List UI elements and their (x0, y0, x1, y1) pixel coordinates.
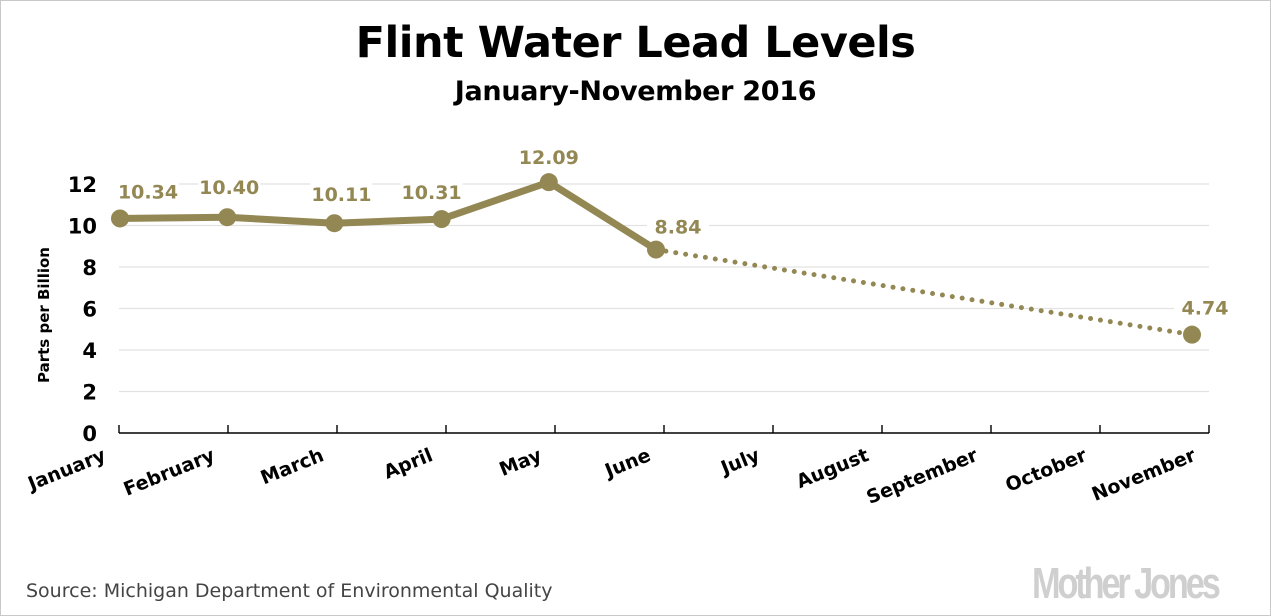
data-label: 10.34 (118, 181, 178, 203)
x-tick-label: January (23, 444, 109, 496)
data-label: 10.31 (402, 182, 462, 204)
chart-title: Flint Water Lead Levels (355, 18, 916, 68)
y-tick-label: 8 (82, 256, 97, 280)
y-tick-label: 4 (82, 339, 97, 363)
x-tick-label: February (120, 444, 218, 501)
x-axis (118, 425, 1210, 434)
data-point (111, 209, 129, 228)
data-point (218, 208, 237, 227)
data-label-backing (310, 181, 373, 207)
publisher-logo: Mother Jones (1032, 559, 1221, 608)
y-axis-ticks: 0 2 4 6 8 10 12 (68, 173, 97, 446)
x-tick-label: June (600, 444, 654, 483)
series-line (119, 178, 658, 253)
x-tick-label: July (716, 444, 763, 480)
data-label-backing (517, 144, 580, 170)
y-tick-label: 10 (68, 215, 97, 239)
y-tick-label: 2 (82, 381, 97, 405)
data-point (432, 210, 451, 229)
source-note: Source: Michigan Department of Environme… (26, 580, 553, 602)
data-label: 8.84 (655, 217, 702, 239)
data-points (111, 173, 1201, 344)
data-point (539, 173, 558, 192)
data-label-backing (647, 213, 709, 239)
data-labels: 10.34 10.40 10.11 10.31 12.09 8.84 4.74 (117, 144, 1236, 320)
data-label: 4.74 (1182, 298, 1229, 320)
chart-subtitle: January-November 2016 (454, 76, 817, 107)
x-tick-label: November (1089, 444, 1200, 506)
y-tick-label: 12 (68, 173, 97, 197)
x-tick-label: April (381, 444, 436, 483)
data-label-backing (117, 178, 179, 204)
y-tick-label: 0 (82, 422, 97, 446)
x-tick-label: September (863, 444, 981, 509)
data-label-backing (198, 174, 261, 200)
data-point (647, 240, 665, 259)
x-tick-label: May (496, 444, 545, 481)
x-tick-label: October (1002, 444, 1090, 497)
data-point (1183, 325, 1201, 344)
x-tick-label: August (793, 444, 871, 493)
data-label: 10.11 (311, 184, 371, 206)
y-tick-label: 6 (82, 298, 97, 322)
data-point (325, 214, 344, 233)
data-label-backing (400, 179, 463, 205)
x-axis-labels: January February March April May June July Augu… (23, 444, 1199, 509)
data-label: 12.09 (519, 147, 579, 169)
x-tick-label: March (258, 444, 327, 489)
y-axis-label: Parts per Billion (35, 247, 53, 383)
data-label-backing (1174, 294, 1236, 320)
dotted-series-line (653, 247, 1195, 338)
data-label: 10.40 (199, 177, 259, 199)
series-lines (119, 178, 1195, 338)
